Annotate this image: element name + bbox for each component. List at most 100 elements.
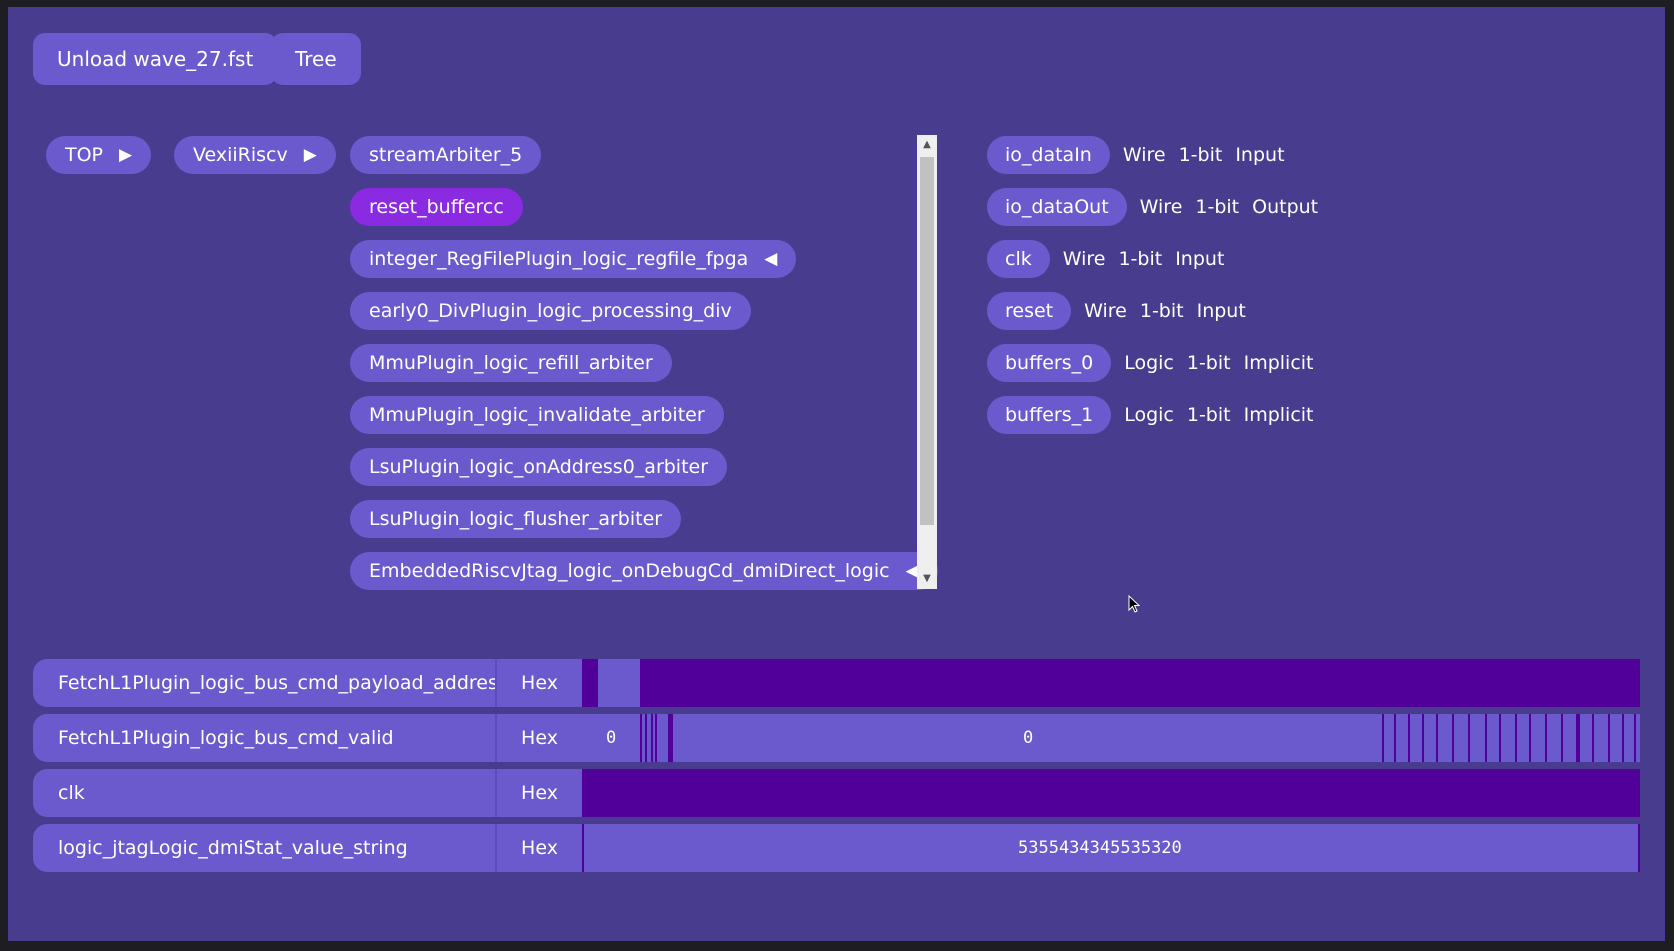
signal-name[interactable]: buffers_0 [987, 344, 1112, 382]
signal-row[interactable]: reset Wire 1-bit Input [987, 292, 1259, 330]
signal-width: 1-bit [1118, 248, 1163, 270]
hierarchy-child[interactable]: streamArbiter_5 [350, 136, 542, 174]
signal-name[interactable]: io_dataOut [987, 188, 1127, 226]
signal-width: 1-bit [1195, 196, 1240, 218]
wave-track[interactable]: 5355434345535320 [582, 824, 1640, 872]
signal-direction: Input [1175, 248, 1225, 270]
wave-signal-name[interactable]: logic_jtagLogic_dmiStat_value_string [33, 824, 495, 872]
wave-transition [1592, 714, 1594, 762]
wave-transition [1394, 714, 1396, 762]
signal-width: 1-bit [1186, 352, 1231, 374]
hierarchy-child[interactable]: LsuPlugin_logic_flusher_arbiter [350, 500, 682, 538]
signal-kind: Logic [1124, 352, 1174, 374]
wave-transition [668, 714, 673, 762]
collapse-arrow-icon[interactable]: ◀ [905, 560, 919, 581]
child-label: EmbeddedRiscvJtag_logic_onDebugCd_dmiDir… [369, 559, 890, 582]
wave-transition [1545, 714, 1547, 762]
hierarchy-child[interactable]: early0_DivPlugin_logic_processing_div [350, 292, 751, 330]
scroll-up-icon[interactable]: ▲ [923, 139, 931, 150]
signal-direction: Input [1196, 300, 1246, 322]
hierarchy-path-top[interactable]: TOP ▶ [46, 136, 152, 174]
wave-transition [1576, 714, 1580, 762]
signal-direction: Implicit [1243, 352, 1314, 374]
hierarchy-child[interactable]: integer_RegFilePlugin_logic_regfile_fpga… [350, 240, 797, 278]
signal-row[interactable]: clk Wire 1-bit Input [987, 240, 1237, 278]
wave-transition [651, 714, 653, 762]
signal-kind: Wire [1139, 196, 1183, 218]
wave-transition [1382, 714, 1384, 762]
signal-name[interactable]: reset [987, 292, 1072, 330]
wave-transition [640, 714, 642, 762]
scroll-down-icon[interactable]: ▼ [923, 573, 931, 584]
signal-name[interactable]: buffers_1 [987, 396, 1112, 434]
signal-direction: Implicit [1243, 404, 1314, 426]
hierarchy-child-selected[interactable]: reset_buffercc [350, 188, 523, 226]
play-arrow-icon: ▶ [303, 144, 317, 165]
wave-format-selector[interactable]: Hex [495, 824, 582, 872]
signal-row[interactable]: buffers_0 Logic 1-bit Implicit [987, 344, 1327, 382]
signal-row[interactable]: buffers_1 Logic 1-bit Implicit [987, 396, 1327, 434]
wave-signal-name[interactable]: clk [33, 769, 495, 817]
signal-kind: Wire [1122, 144, 1166, 166]
hierarchy-child[interactable]: LsuPlugin_logic_onAddress0_arbiter [350, 448, 728, 486]
signal-width: 1-bit [1139, 300, 1184, 322]
hierarchy-path-vexiiriscv[interactable]: VexiiRiscv ▶ [174, 136, 336, 174]
wave-value-label: 0 [606, 728, 617, 748]
path-label: TOP [65, 143, 104, 166]
hierarchy-child[interactable]: MmuPlugin_logic_invalidate_arbiter [350, 396, 724, 434]
signal-direction: Output [1252, 196, 1319, 218]
wave-format-selector[interactable]: Hex [495, 769, 582, 817]
wave-transition [1436, 714, 1438, 762]
wave-transition [1529, 714, 1531, 762]
hierarchy-child[interactable]: EmbeddedRiscvJtag_logic_onDebugCd_dmiDir… [350, 552, 938, 590]
wave-signal-name[interactable]: FetchL1Plugin_logic_bus_cmd_valid [33, 714, 495, 762]
mouse-cursor-icon [1128, 595, 1141, 613]
wave-transition [1634, 714, 1636, 762]
child-label: LsuPlugin_logic_onAddress0_arbiter [369, 455, 709, 478]
signal-kind: Wire [1084, 300, 1127, 322]
child-label: reset_buffercc [369, 195, 504, 218]
wave-transition [1622, 714, 1624, 762]
signal-kind: Logic [1124, 404, 1174, 426]
signal-width: 1-bit [1186, 404, 1231, 426]
wave-track[interactable]: 0 0 [582, 714, 1640, 762]
scrollbar-thumb[interactable] [920, 157, 934, 525]
hierarchy-child[interactable]: MmuPlugin_logic_refill_arbiter [350, 344, 672, 382]
signal-name[interactable]: io_dataIn [987, 136, 1110, 174]
wave-transition [1408, 714, 1410, 762]
wave-format-selector[interactable]: Hex [495, 659, 582, 707]
wave-format-selector[interactable]: Hex [495, 714, 582, 762]
child-label: early0_DivPlugin_logic_processing_div [369, 299, 732, 322]
wave-segment [598, 659, 640, 707]
wave-transition [645, 714, 647, 762]
wave-transition [1468, 714, 1470, 762]
play-arrow-icon: ▶ [119, 144, 133, 165]
wave-transition [1452, 714, 1454, 762]
wave-transition [655, 714, 657, 762]
wave-value-label: 0 [1023, 728, 1034, 748]
signal-width: 1-bit [1178, 144, 1223, 166]
signal-row[interactable]: io_dataIn Wire 1-bit Input [987, 136, 1298, 174]
child-label: streamArbiter_5 [369, 143, 523, 166]
collapse-arrow-icon[interactable]: ◀ [764, 248, 778, 269]
tree-button[interactable]: Tree [271, 33, 361, 85]
signal-kind: Wire [1062, 248, 1106, 270]
child-label: MmuPlugin_logic_refill_arbiter [369, 351, 653, 374]
wave-track[interactable] [582, 769, 1640, 817]
wave-transition [1422, 714, 1424, 762]
wave-transition [1561, 714, 1563, 762]
wave-signal-name[interactable]: FetchL1Plugin_logic_bus_cmd_payload_addr… [33, 659, 508, 707]
path-label: VexiiRiscv [193, 143, 288, 166]
wave-transition [1499, 714, 1501, 762]
unload-file-button[interactable]: Unload wave_27.fst [33, 33, 278, 85]
wave-transition [1608, 714, 1610, 762]
child-label: integer_RegFilePlugin_logic_regfile_fpga [369, 247, 749, 270]
signal-row[interactable]: io_dataOut Wire 1-bit Output [987, 188, 1331, 226]
wave-value-label: 5355434345535320 [1018, 838, 1182, 858]
wave-transition [1515, 714, 1517, 762]
child-label: LsuPlugin_logic_flusher_arbiter [369, 507, 663, 530]
wave-track[interactable] [582, 659, 1640, 707]
child-label: MmuPlugin_logic_invalidate_arbiter [369, 403, 705, 426]
signal-name[interactable]: clk [987, 240, 1050, 278]
hierarchy-scrollbar[interactable]: ▲ ▼ [917, 135, 937, 589]
